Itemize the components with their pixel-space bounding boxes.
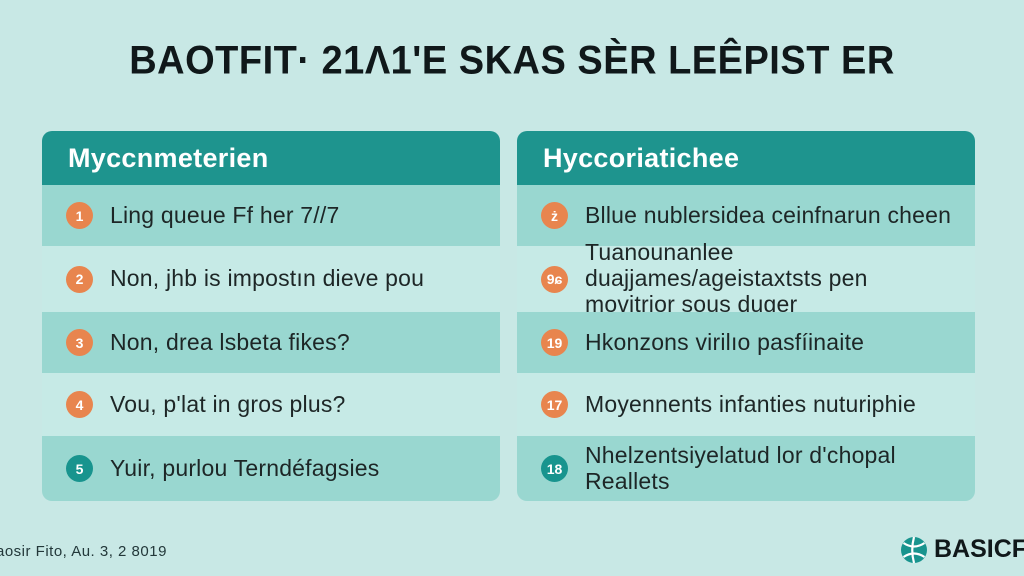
list-item-text: Hkonzons virilıo pasfíinaite [585,328,865,355]
list-item-text: Nhelzentsiyelatud lor d'chopal Reallets [585,441,896,494]
list-item-text: Bllue nublersidea ceinfnarun cheen [585,201,952,228]
brand-logo: BASICFÌ [900,535,1024,564]
number-badge: 17 [541,391,568,418]
list-item: 4 Vou, p'lat in gros plus? [42,373,500,436]
number-badge: 5 [66,455,93,482]
right-column-header-label: Hyccoriatichee [543,142,740,173]
left-column-header: Myccnmeterien [42,131,500,185]
list-item-text: Tuanounanlee duajjames/ageistaxtsts pen … [585,239,868,317]
right-column-header: Hyccoriatichee [517,131,975,185]
number-badge: 18 [541,455,568,482]
number-badge: ż [541,202,568,229]
list-item-text: Vou, p'lat in gros plus? [110,390,346,417]
list-item: 18 Nhelzentsiyelatud lor d'chopal Realle… [517,436,975,501]
list-item: 3 Non, drea lsbeta fikes? [42,312,500,373]
number-badge: 4 [66,391,93,418]
footer-date: aosir Fito, Au. 3, 2 8019 [0,543,167,560]
number-badge: 19 [541,329,568,356]
brand-logo-icon [901,536,927,563]
left-column-header-label: Myccnmeterien [68,142,269,173]
number-badge: 3 [66,329,93,356]
list-item-text: Non, drea lsbeta fikes? [110,328,350,355]
list-item: ż Bllue nublersidea ceinfnarun cheen [517,185,975,246]
list-item-text: Non, jhb is impostın dieve pou [110,265,425,292]
number-badge: 1 [66,202,93,229]
brand-logo-text: BASICFÌ [934,535,1024,563]
list-item: 5 Yuir, purlou Terndéfagsies [42,436,500,501]
right-column: Hyccoriatichee ż Bllue nublersidea ceinf… [517,131,975,501]
list-item: 1 Ling queue Ff her 7//7 [42,185,500,246]
list-item: 17 Moyennents infanties nuturiphie [517,373,975,436]
list-item: 2 Non, jhb is impostın dieve pou [42,246,500,312]
number-badge: 2 [66,265,93,293]
list-item-text: Moyennents infanties nuturiphie [585,390,916,417]
list-item-text: Ling queue Ff her 7//7 [110,201,340,228]
list-item: 9ɕ Tuanounanlee duajjames/ageistaxtsts p… [517,239,975,317]
page-title: BAOTFIT· 21Λ1'E SKAS SÈR LEÊPIST ER [129,39,895,83]
list-item-text: Yuir, purlou Terndéfagsies [110,454,380,481]
number-badge: 9ɕ [541,265,568,293]
comparison-table: Myccnmeterien 1 Ling queue Ff her 7//7 2… [42,131,975,501]
list-item: 19 Hkonzons virilıo pasfíinaite [517,312,975,373]
left-column: Myccnmeterien 1 Ling queue Ff her 7//7 2… [42,131,500,501]
